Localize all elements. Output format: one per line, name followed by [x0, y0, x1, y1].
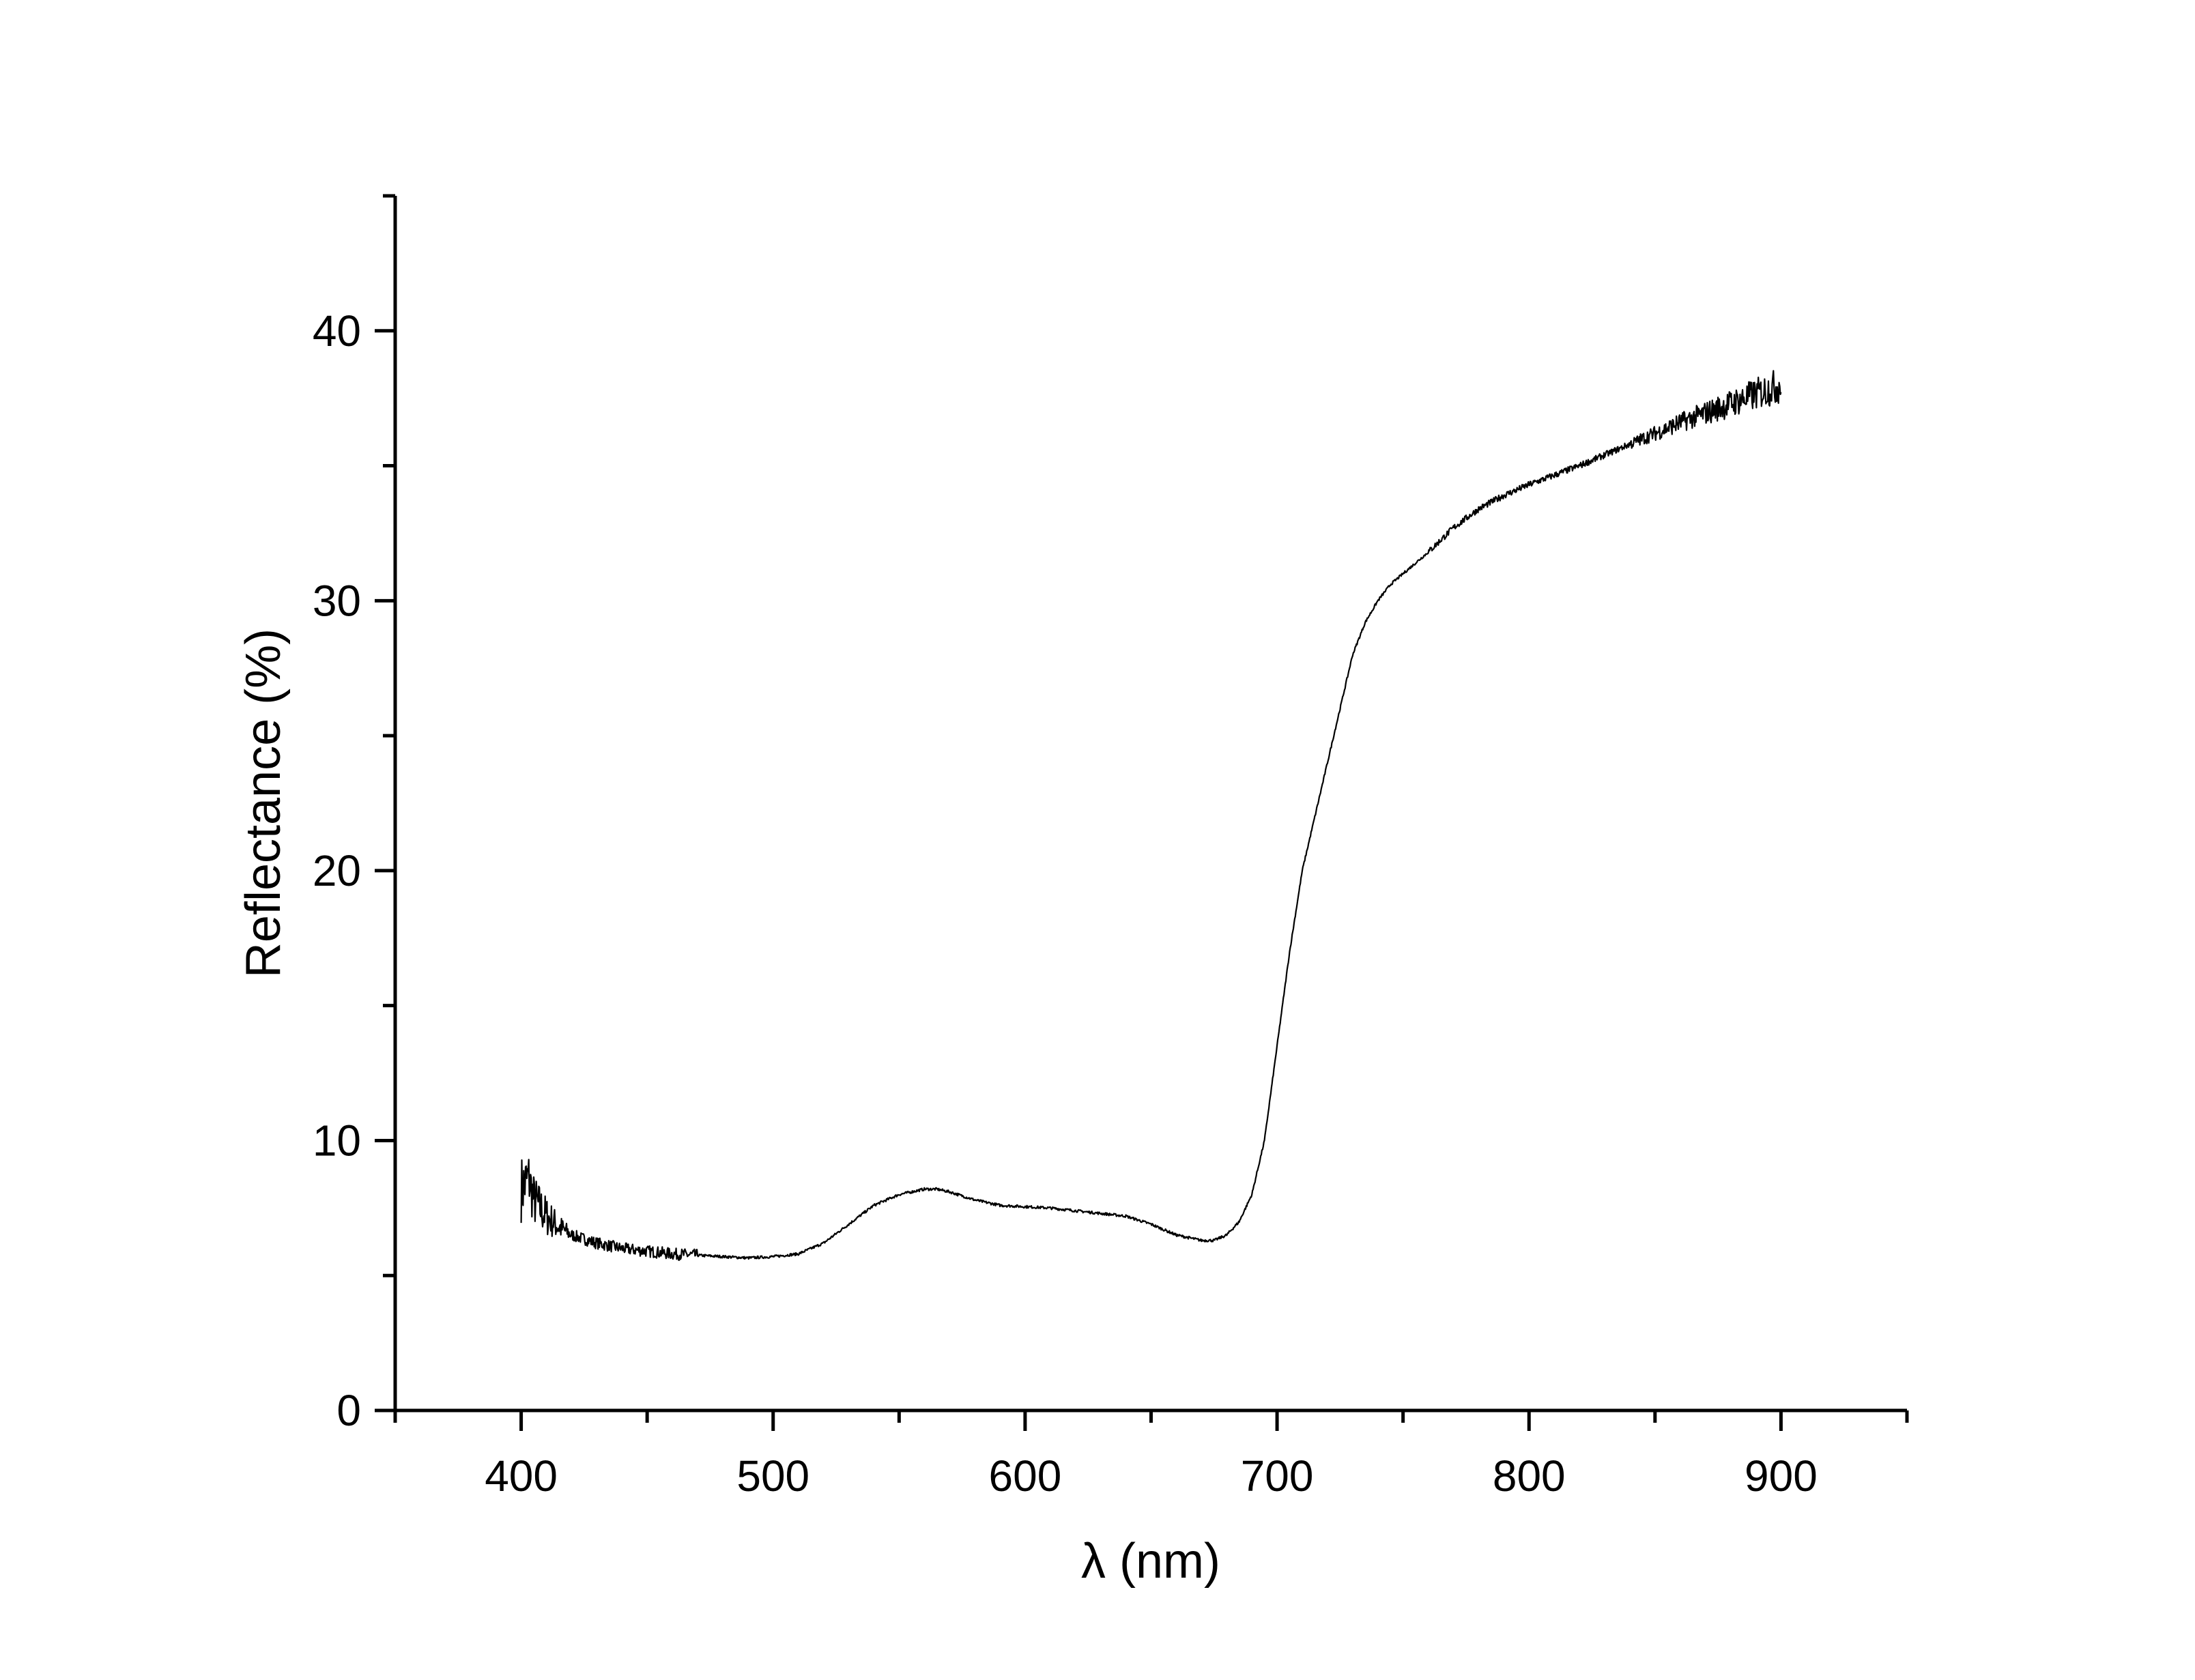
y-tick-label: 30: [313, 576, 361, 625]
x-tick-label: 900: [1745, 1451, 1818, 1501]
y-tick-label: 40: [313, 306, 361, 356]
x-tick-label: 600: [989, 1451, 1062, 1501]
series-layer: [520, 370, 1782, 1261]
x-tick-label: 500: [736, 1451, 809, 1501]
y-tick-label: 20: [313, 846, 361, 895]
x-tick-label: 800: [1493, 1451, 1566, 1501]
x-tick-label: 700: [1241, 1451, 1314, 1501]
x-axis-title: λ (nm): [1081, 1534, 1220, 1589]
reflectance-series-line: [520, 370, 1782, 1261]
y-axis-title: Reflectance (%): [236, 628, 291, 978]
y-tick-label: 10: [313, 1116, 361, 1165]
y-ticks: 0 10 20 30 40: [313, 194, 395, 1435]
y-tick-label: 0: [336, 1386, 361, 1435]
x-ticks: 400 500 600 700 800 900: [393, 1410, 1909, 1501]
x-tick-label: 400: [485, 1451, 558, 1501]
